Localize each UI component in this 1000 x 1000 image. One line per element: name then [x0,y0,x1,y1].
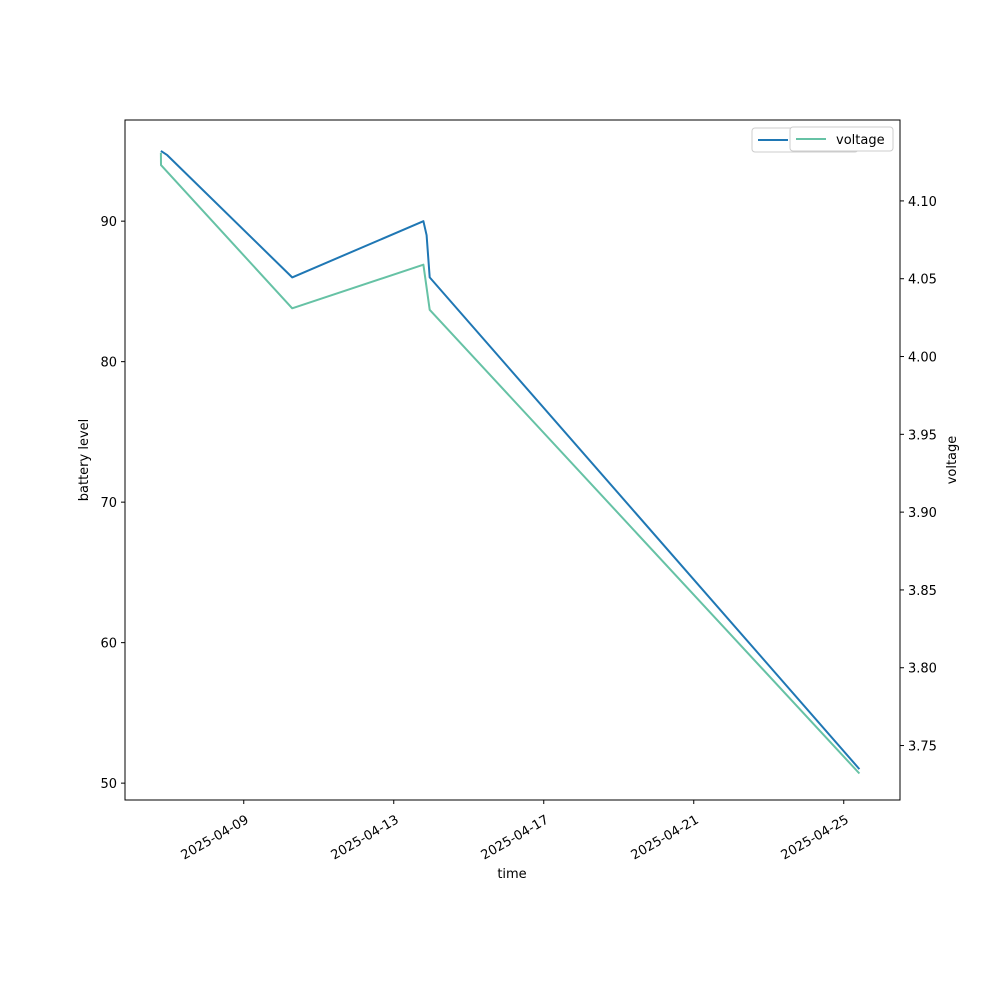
y-left-tick-label: 50 [100,777,117,792]
x-tick-label: 2025-04-21 [629,813,702,864]
plot-area [159,150,861,775]
y-right-tick-label: 4.05 [908,273,937,288]
series-line-voltage [159,152,861,775]
series-line-battery [160,150,861,770]
x-tick-label: 2025-04-17 [479,813,552,864]
y-axis-left: 50 60 70 80 90 [100,215,125,792]
y-axis-left-label: battery level [77,419,92,502]
y-right-tick-label: 4.10 [908,195,937,210]
y-left-tick-label: 90 [100,215,117,230]
y-right-tick-label: 4.00 [908,351,937,366]
x-tick-label: 2025-04-09 [179,813,252,864]
legend-voltage-label: voltage [836,133,885,148]
plot-frame [124,119,901,801]
y-right-tick-label: 3.85 [908,584,937,599]
y-left-tick-label: 60 [100,637,117,652]
legend-voltage-box [789,126,894,152]
y-axis-right-label: voltage [945,436,960,485]
y-right-tick-label: 3.95 [908,428,937,443]
y-left-tick-label: 70 [100,496,117,511]
y-axis-right: 3.75 3.80 3.85 3.90 3.95 4.00 4.05 4.10 [900,195,937,755]
y-right-tick-label: 3.75 [908,740,937,755]
x-axis: 2025-04-09 2025-04-13 2025-04-17 2025-04-21… [179,800,852,863]
legend-voltage: voltage [789,126,894,152]
y-right-tick-label: 3.80 [908,662,937,677]
y-left-tick-label: 80 [100,356,117,371]
x-axis-label: time [497,867,526,882]
y-right-tick-label: 3.90 [908,506,937,521]
x-tick-label: 2025-04-25 [779,813,852,864]
x-tick-label: 2025-04-13 [329,813,402,864]
